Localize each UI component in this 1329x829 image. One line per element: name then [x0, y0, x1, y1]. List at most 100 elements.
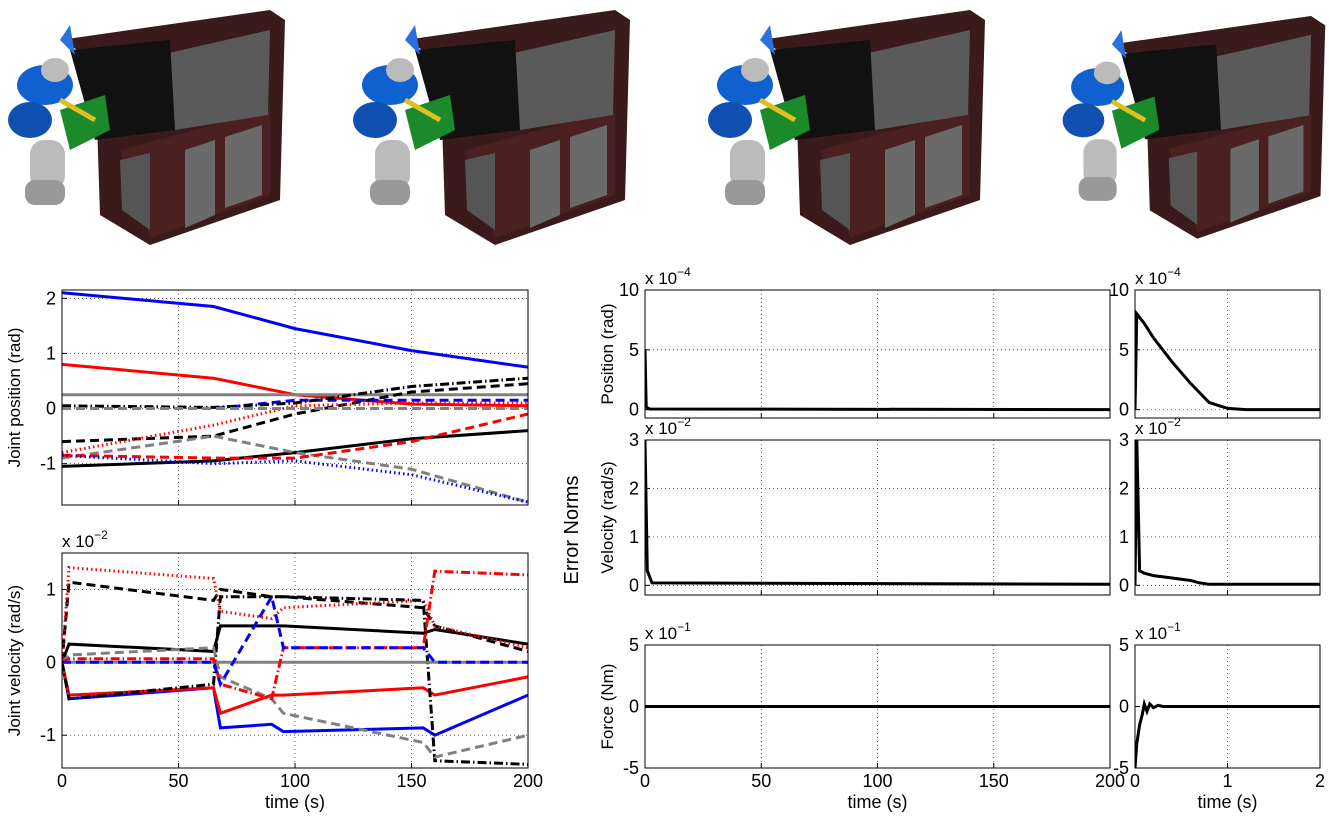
y-tick-label: 2: [1119, 478, 1129, 498]
y-scale-base: x 10: [1135, 269, 1167, 288]
y-tick-label: 3: [629, 430, 639, 450]
y-tick-label: 5: [629, 340, 639, 360]
y-tick-label: -5: [1113, 758, 1129, 778]
axes-box: [1134, 289, 1321, 419]
x-tick-label: 100: [280, 771, 310, 791]
x-tick-label: 200: [1095, 771, 1125, 791]
y-tick-label: -5: [623, 758, 639, 778]
y-scale-exponent: −1: [677, 620, 691, 634]
data-line: [645, 349, 1110, 412]
x-tick-label: 200: [513, 771, 543, 791]
y-tick-label: 0: [1119, 697, 1129, 717]
x-axis-label: time (s): [265, 792, 325, 812]
x-tick-label: 50: [168, 771, 188, 791]
y-scale-exponent: −2: [94, 528, 108, 542]
data-line: [62, 624, 528, 663]
y-tick-label: 2: [46, 288, 56, 308]
y-axis-label: Position (rad): [598, 303, 617, 404]
data-line: [62, 376, 528, 409]
data-line: [1135, 698, 1320, 768]
y-scale-base: x 10: [62, 532, 94, 551]
y-tick-label: 0: [629, 400, 639, 420]
y-scale-label: x 10−2: [62, 528, 108, 551]
y-axis-label: Velocity (rad/s): [598, 461, 617, 573]
y-tick-label: 1: [46, 579, 56, 599]
group-label: Error Norms: [561, 476, 583, 585]
y-tick-label: 10: [1109, 280, 1129, 300]
y-scale-exponent: −2: [1167, 415, 1181, 429]
y-tick-label: 1: [46, 343, 56, 363]
robot-scene: [8, 10, 285, 245]
y-scale-exponent: −4: [677, 265, 691, 279]
y-scale-base: x 10: [1135, 419, 1167, 438]
robot-scene: [708, 10, 985, 245]
data-line: [62, 569, 528, 701]
axes-box: [644, 644, 1111, 769]
x-tick-label: 1: [1222, 771, 1232, 791]
y-tick-label: 0: [629, 575, 639, 595]
y-scale-exponent: −1: [1167, 620, 1181, 634]
y-tick-label: 0: [46, 399, 56, 419]
axes-box: [61, 289, 529, 506]
y-scale-label: x 10−4: [1135, 265, 1181, 288]
y-scale-label: x 10−1: [645, 620, 691, 643]
x-tick-label: 150: [396, 771, 426, 791]
axes-box: [1134, 439, 1321, 596]
x-tick-label: 0: [1130, 771, 1140, 791]
y-scale-base: x 10: [645, 419, 677, 438]
data-line: [645, 440, 1110, 586]
data-line: [62, 580, 528, 663]
robot-scene: [353, 10, 630, 245]
x-tick-label: 150: [979, 771, 1009, 791]
data-line: [62, 429, 528, 468]
y-scale-label: x 10−1: [1135, 620, 1181, 643]
data-line: [1135, 440, 1320, 586]
y-tick-label: 5: [629, 635, 639, 655]
data-line: [62, 646, 528, 759]
y-scale-exponent: −2: [677, 415, 691, 429]
data-line: [62, 382, 528, 444]
y-tick-label: 0: [46, 652, 56, 672]
axes-box: [61, 552, 529, 769]
y-tick-label: 2: [629, 478, 639, 498]
y-tick-label: -1: [40, 454, 56, 474]
y-tick-label: 1: [629, 527, 639, 547]
x-axis-label: time (s): [848, 792, 908, 812]
y-tick-label: 0: [1119, 575, 1129, 595]
y-scale-label: x 10−2: [645, 415, 691, 438]
x-tick-label: 50: [751, 771, 771, 791]
y-tick-label: 0: [1119, 400, 1129, 420]
y-scale-exponent: −4: [1167, 265, 1181, 279]
x-tick-label: 0: [57, 771, 67, 791]
y-tick-label: 3: [1119, 430, 1129, 450]
y-tick-label: 10: [619, 280, 639, 300]
x-tick-label: 0: [640, 771, 650, 791]
data-line: [62, 412, 528, 460]
y-tick-label: 1: [1119, 527, 1129, 547]
y-axis-label: Joint position (rad): [5, 328, 24, 468]
y-tick-label: 0: [629, 697, 639, 717]
data-line: [62, 565, 528, 663]
x-tick-label: 100: [862, 771, 892, 791]
y-scale-base: x 10: [1135, 624, 1167, 643]
data-line: [62, 434, 528, 504]
y-axis-label: Joint velocity (rad/s): [5, 585, 24, 736]
y-scale-label: x 10−4: [645, 265, 691, 288]
y-scale-base: x 10: [645, 624, 677, 643]
y-scale-base: x 10: [645, 269, 677, 288]
data-line: [62, 291, 528, 369]
axes-box: [644, 289, 1111, 419]
robot-scene: [1063, 16, 1326, 239]
y-axis-label: Force (Nm): [598, 664, 617, 750]
data-line: [62, 595, 528, 766]
y-tick-label: 5: [1119, 635, 1129, 655]
x-tick-label: 2: [1315, 771, 1325, 791]
axes-box: [1134, 644, 1321, 769]
x-axis-label: time (s): [1198, 792, 1258, 812]
data-line: [1135, 309, 1320, 412]
data-line: [62, 592, 528, 688]
y-scale-label: x 10−2: [1135, 415, 1181, 438]
y-tick-label: 5: [1119, 340, 1129, 360]
y-tick-label: -1: [40, 725, 56, 745]
